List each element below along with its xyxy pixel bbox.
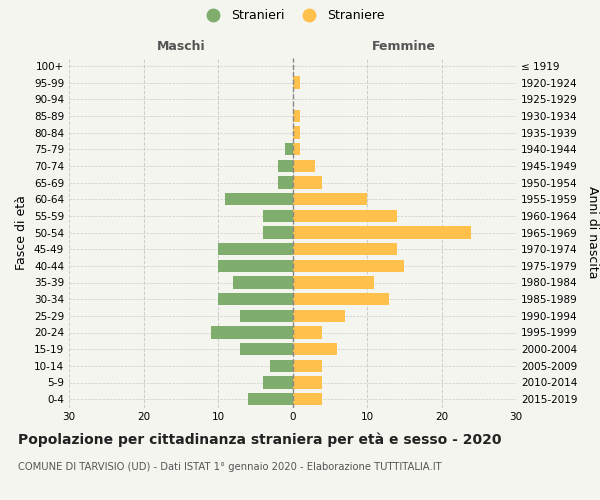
Bar	[293, 243, 397, 256]
Bar	[293, 360, 322, 372]
Bar	[293, 193, 367, 205]
Bar	[293, 276, 374, 289]
Bar	[293, 110, 300, 122]
Bar	[293, 376, 322, 389]
Bar	[278, 160, 293, 172]
Bar	[293, 393, 322, 406]
Bar	[226, 193, 293, 205]
Bar	[293, 343, 337, 355]
Bar	[293, 160, 315, 172]
Bar	[263, 226, 293, 239]
Bar	[293, 226, 472, 239]
Bar	[293, 143, 300, 156]
Bar	[263, 376, 293, 389]
Bar	[293, 260, 404, 272]
Bar	[248, 393, 293, 406]
Text: COMUNE DI TARVISIO (UD) - Dati ISTAT 1° gennaio 2020 - Elaborazione TUTTITALIA.I: COMUNE DI TARVISIO (UD) - Dati ISTAT 1° …	[18, 462, 442, 472]
Y-axis label: Fasce di età: Fasce di età	[16, 195, 28, 270]
Bar	[293, 176, 322, 189]
Bar	[211, 326, 293, 339]
Bar	[293, 326, 322, 339]
Bar	[293, 210, 397, 222]
Bar	[233, 276, 293, 289]
Bar	[218, 293, 293, 306]
Bar	[263, 210, 293, 222]
Bar	[293, 293, 389, 306]
Bar	[218, 243, 293, 256]
Bar	[270, 360, 293, 372]
Text: Maschi: Maschi	[157, 40, 205, 52]
Text: Popolazione per cittadinanza straniera per età e sesso - 2020: Popolazione per cittadinanza straniera p…	[18, 432, 502, 447]
Bar	[218, 260, 293, 272]
Bar	[241, 310, 293, 322]
Text: Femmine: Femmine	[372, 40, 436, 52]
Y-axis label: Anni di nascita: Anni di nascita	[586, 186, 599, 279]
Bar	[285, 143, 293, 156]
Bar	[278, 176, 293, 189]
Legend: Stranieri, Straniere: Stranieri, Straniere	[196, 4, 389, 27]
Bar	[293, 76, 300, 89]
Bar	[293, 126, 300, 139]
Bar	[293, 310, 344, 322]
Bar	[241, 343, 293, 355]
